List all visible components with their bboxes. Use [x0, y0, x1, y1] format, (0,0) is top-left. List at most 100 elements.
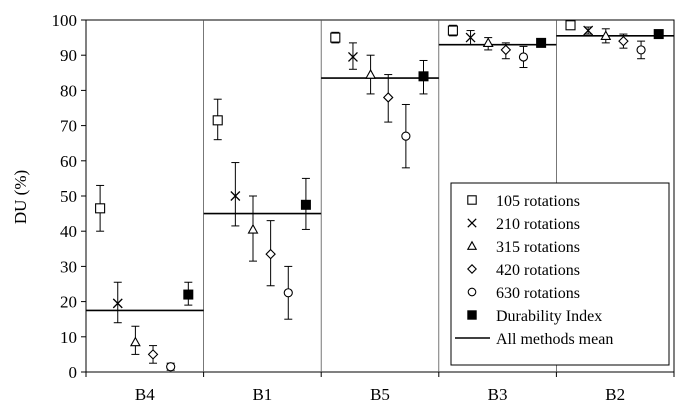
legend-label: Durability Index: [496, 308, 602, 325]
marker-triangle-open: [466, 240, 478, 250]
marker-diamond-open: [618, 35, 629, 47]
legend-label: 210 rotations: [496, 216, 580, 233]
data-point: [500, 42, 512, 60]
marker-circle-open: [467, 287, 477, 297]
data-point: [212, 98, 223, 141]
legend: 105 rotations 210 rotations 315 rotations 4…: [450, 182, 670, 366]
data-point: [330, 31, 341, 44]
marker-square-open: [565, 20, 576, 31]
legend-item: 315 rotations: [466, 239, 580, 256]
y-tick-label: 30: [60, 257, 77, 276]
data-point: [565, 20, 576, 31]
legend-label: All methods mean: [496, 331, 613, 348]
data-point: [183, 281, 194, 306]
marker-triangle-open: [600, 30, 612, 40]
legend-label: 420 rotations: [496, 262, 580, 279]
data-point: [147, 345, 159, 364]
data-point: [382, 74, 394, 123]
marker-diamond-open: [265, 248, 276, 260]
marker-x: [230, 191, 241, 201]
marker-triangle-open: [482, 37, 494, 48]
category-label: B4: [135, 385, 155, 404]
marker-square-filled: [536, 37, 547, 48]
marker-square-open: [467, 195, 477, 205]
y-tick-label: 50: [60, 187, 77, 206]
marker-square-open: [95, 203, 106, 214]
category-label: B1: [252, 385, 272, 404]
data-point: [401, 103, 411, 169]
data-point: [230, 162, 241, 227]
marker-circle-open: [401, 131, 411, 141]
data-point: [300, 177, 311, 230]
legend-box: [450, 182, 670, 366]
data-point: [600, 28, 612, 44]
data-point: [283, 265, 293, 320]
data-point: [247, 195, 259, 262]
legend-item: 210 rotations: [467, 216, 580, 233]
y-tick-label: 80: [60, 81, 77, 100]
legend-item: Durability Index: [467, 308, 602, 325]
legend-item: 420 rotations: [467, 262, 580, 279]
marker-square-open: [447, 25, 458, 36]
y-tick-label: 90: [60, 46, 77, 65]
marker-circle-open: [518, 52, 529, 62]
marker-diamond-open: [500, 44, 512, 56]
data-point: [365, 54, 377, 95]
data-point: [347, 42, 358, 70]
data-point: [129, 325, 141, 355]
y-axis-title: DU (%): [11, 170, 30, 224]
data-point: [618, 33, 629, 49]
marker-square-filled: [183, 289, 194, 300]
data-point: [95, 184, 106, 232]
y-tick-label: 0: [69, 363, 78, 382]
y-tick-label: 100: [52, 11, 78, 30]
marker-square-open: [330, 32, 341, 43]
data-point: [418, 59, 429, 95]
data-point: [112, 281, 123, 324]
marker-circle-open: [283, 288, 293, 298]
marker-x: [112, 298, 123, 309]
legend-label: 105 rotations: [496, 193, 580, 210]
y-tick-label: 60: [60, 152, 77, 171]
marker-square-filled: [300, 199, 311, 210]
y-tick-label: 40: [60, 222, 77, 241]
marker-square-filled: [653, 29, 664, 40]
marker-circle-open: [166, 362, 176, 372]
y-axis: 0 10 20 30 40 50 60 70 80 90 100: [52, 11, 86, 382]
category-label: B2: [605, 385, 625, 404]
marker-square-open: [212, 115, 223, 126]
marker-circle-open: [636, 45, 646, 55]
marker-diamond-open: [147, 349, 159, 360]
data-point: [465, 30, 476, 46]
x-axis: B4 B1 B5 B3 B2: [85, 372, 675, 404]
marker-square-filled: [467, 310, 477, 320]
marker-x: [465, 32, 476, 43]
marker-x: [583, 25, 594, 36]
marker-x: [467, 218, 477, 228]
marker-triangle-open: [247, 223, 259, 234]
data-points: [95, 20, 664, 372]
legend-item: 630 rotations: [467, 285, 580, 302]
data-point: [636, 40, 646, 60]
marker-diamond-open: [467, 264, 477, 274]
data-point: [447, 24, 458, 37]
y-tick-label: 20: [60, 293, 77, 312]
legend-item: 105 rotations: [467, 193, 580, 210]
data-point: [536, 37, 547, 48]
legend-item: All methods mean: [455, 331, 613, 348]
marker-triangle-open: [129, 336, 141, 347]
legend-label: 315 rotations: [496, 239, 580, 256]
legend-items: 105 rotations 210 rotations 315 rotations 4…: [455, 193, 613, 348]
data-point: [583, 25, 594, 36]
category-label: B5: [370, 385, 390, 404]
marker-triangle-open: [365, 68, 377, 79]
marker-diamond-open: [382, 92, 394, 103]
data-point: [482, 37, 494, 51]
category-label: B3: [488, 385, 508, 404]
data-point: [166, 362, 176, 372]
legend-label: 630 rotations: [496, 285, 580, 302]
data-point: [265, 220, 276, 287]
marker-square-filled: [418, 71, 429, 82]
marker-x: [347, 52, 358, 62]
